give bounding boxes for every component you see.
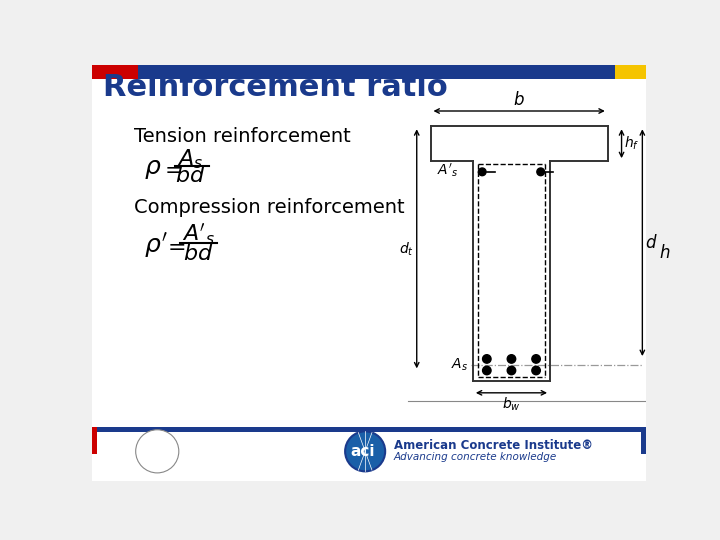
Text: $d_t$: $d_t$ (399, 240, 414, 258)
Text: American Concrete Institute®: American Concrete Institute® (394, 438, 593, 451)
Text: $A_s$: $A_s$ (177, 147, 204, 171)
Circle shape (532, 355, 540, 363)
Circle shape (482, 355, 491, 363)
Text: $bd$: $bd$ (175, 166, 205, 186)
Text: Reinforcement ratio: Reinforcement ratio (104, 73, 448, 103)
Text: $h_f$: $h_f$ (624, 135, 639, 152)
Bar (92, 65, 647, 79)
Bar (92, 427, 647, 432)
Text: $b$: $b$ (513, 91, 525, 110)
Text: Tension reinforcement: Tension reinforcement (134, 127, 351, 146)
Text: $\rho$: $\rho$ (144, 157, 162, 181)
Circle shape (507, 355, 516, 363)
Circle shape (507, 366, 516, 375)
Text: Advancing concrete knowledge: Advancing concrete knowledge (394, 453, 557, 462)
Text: $\rho'$: $\rho'$ (144, 231, 168, 260)
Text: $d$: $d$ (645, 234, 658, 252)
Circle shape (135, 430, 179, 473)
Text: $h$: $h$ (659, 245, 670, 262)
Circle shape (478, 168, 486, 176)
Text: $bd$: $bd$ (183, 244, 213, 264)
Text: $=$: $=$ (163, 236, 186, 256)
Circle shape (537, 168, 544, 176)
Bar (616, 65, 647, 79)
Text: aci: aci (351, 444, 375, 459)
Bar (641, 427, 647, 454)
Text: $b_w$: $b_w$ (502, 395, 521, 413)
Text: $A'_s$: $A'_s$ (437, 161, 458, 179)
Circle shape (345, 431, 385, 471)
Text: $=$: $=$ (160, 159, 182, 179)
Circle shape (532, 366, 540, 375)
Bar (92, 427, 97, 454)
Text: $A_s$: $A_s$ (451, 356, 468, 373)
Bar (92, 65, 138, 79)
Circle shape (482, 366, 491, 375)
Text: $A'_s$: $A'_s$ (181, 221, 215, 247)
Text: Compression reinforcement: Compression reinforcement (134, 198, 405, 217)
